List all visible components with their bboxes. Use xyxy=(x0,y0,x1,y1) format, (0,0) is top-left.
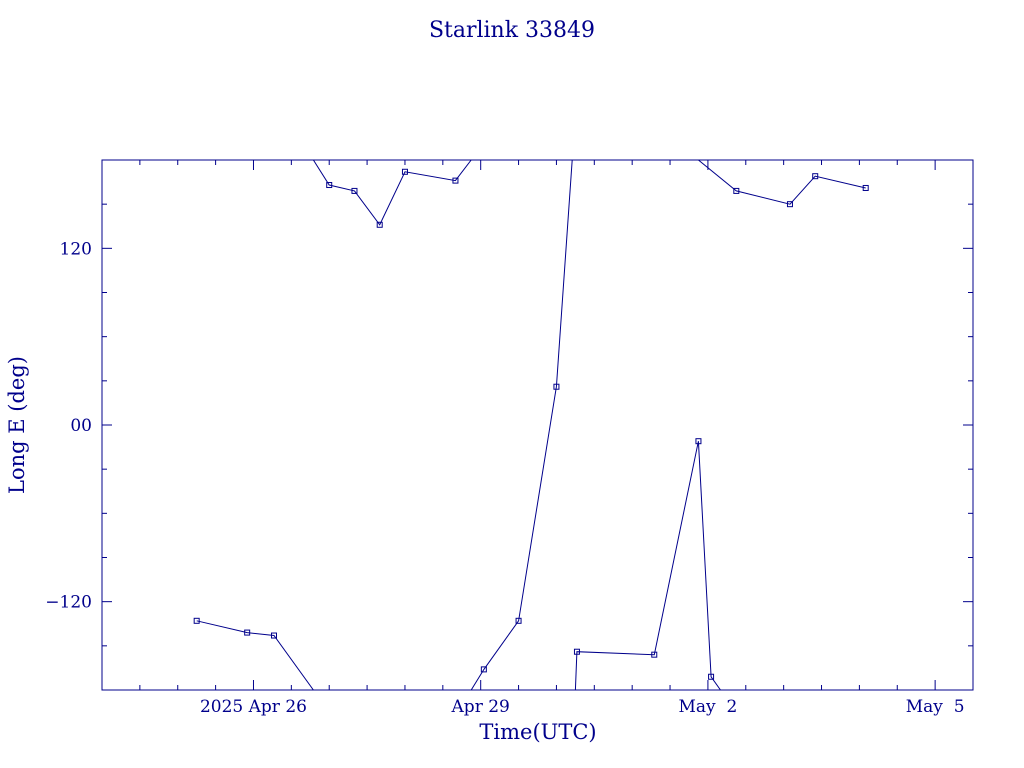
data-point xyxy=(708,673,715,680)
plot-frame xyxy=(101,159,974,691)
tick-labels: 2025 Apr 26 Apr 29 May 2 May 5 120 00 −120 xyxy=(45,239,964,717)
y-axis-label: Long E (deg) xyxy=(5,356,29,494)
x-tick-label: 2025 Apr 26 xyxy=(200,697,307,717)
y-tick-label: −120 xyxy=(45,593,92,613)
series-line-segment-4 xyxy=(698,160,866,205)
data-point xyxy=(480,666,487,673)
data-point xyxy=(651,651,658,658)
data-point xyxy=(786,201,793,208)
series-line-segment-0 xyxy=(196,620,314,690)
x-tick-label: Apr 29 xyxy=(451,697,510,717)
chart-title: Starlink 33849 xyxy=(429,18,595,43)
data-point xyxy=(193,617,200,624)
data-point xyxy=(401,168,408,175)
data-point xyxy=(326,182,333,189)
series-line-segment-2 xyxy=(470,160,573,690)
series-line-segment-1 xyxy=(312,160,472,226)
data-point xyxy=(553,383,560,390)
x-tick-label: May 2 xyxy=(679,697,738,717)
series-line-segment-3 xyxy=(574,441,721,690)
data-point xyxy=(695,438,702,445)
x-axis-label: Time(UTC) xyxy=(479,720,596,744)
x-tick-label: May 5 xyxy=(906,697,965,717)
data-point xyxy=(244,629,251,636)
data-point xyxy=(573,648,580,655)
y-tick-label: 00 xyxy=(70,416,92,436)
data-point xyxy=(862,184,869,191)
data-point xyxy=(733,187,740,194)
data-point xyxy=(270,632,277,639)
axis-ticks xyxy=(101,160,974,690)
data-point xyxy=(515,617,522,624)
plot-area xyxy=(193,160,869,690)
y-tick-label: 120 xyxy=(60,239,92,259)
data-point xyxy=(376,221,383,228)
data-point xyxy=(812,173,819,180)
data-point xyxy=(452,177,459,184)
data-point xyxy=(351,187,358,194)
